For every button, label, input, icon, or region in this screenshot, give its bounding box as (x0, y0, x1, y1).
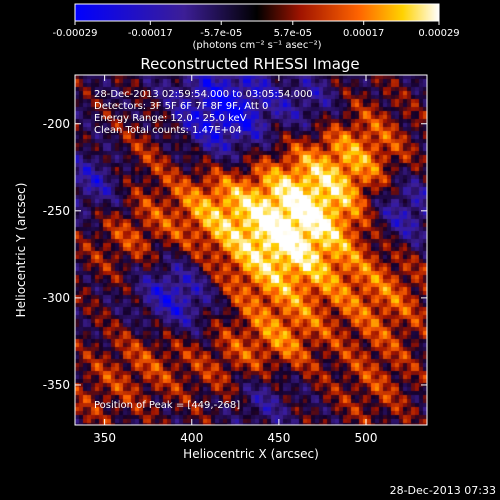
colorbar-strip (74, 3, 440, 22)
x-tick-label: 350 (93, 431, 116, 445)
y-tick-label: -350 (43, 378, 70, 392)
footer-timestamp: 28-Dec-2013 07:33 (390, 484, 496, 497)
annotation-time-range: 28-Dec-2013 02:59:54.000 to 03:05:54.000 (94, 89, 313, 100)
colorbar-ticks: -0.00029 -0.00017 -5.7e-05 5.7e-05 0.00017 0.… (53, 21, 460, 39)
plot-frame (74, 74, 428, 426)
x-tick-label: 500 (355, 431, 378, 445)
x-tick-label: 400 (180, 431, 203, 445)
y-axis-label: Heliocentric Y (arcsec) (14, 183, 28, 318)
annotation-energy-range: Energy Range: 12.0 - 25.0 keV (94, 113, 247, 124)
colorbar-tick-label: 5.7e-05 (274, 28, 312, 39)
y-tick-label: -300 (43, 291, 70, 305)
colorbar-tick-label: -5.7e-05 (200, 28, 242, 39)
heatmap-image (75, 75, 427, 425)
x-axis-label: Heliocentric X (arcsec) (183, 447, 319, 461)
colorbar: -0.00029 -0.00017 -5.7e-05 5.7e-05 0.00017 0.… (53, 3, 460, 51)
chart-title: Reconstructed RHESSI Image (140, 55, 359, 73)
y-tick-label: -200 (43, 117, 70, 131)
colorbar-tick-label: 0.00017 (343, 28, 384, 39)
colorbar-units: (photons cm⁻² s⁻¹ asec⁻²) (192, 40, 321, 51)
peak-position-label: Position of Peak = [449,-268] (94, 400, 240, 411)
colorbar-tick-label: -0.00029 (53, 28, 98, 39)
colorbar-tick-label: 0.00029 (418, 28, 459, 39)
x-tick-label: 450 (267, 431, 290, 445)
y-tick-label: -250 (43, 204, 70, 218)
heatmap-raster (75, 75, 427, 425)
colorbar-tick-label: -0.00017 (128, 28, 173, 39)
annotation-clean-counts: Clean Total counts: 1.47E+04 (94, 125, 242, 136)
plot-area: 350 400 450 500 -200 -250 -300 -350 (43, 74, 428, 445)
axis-ticks: 350 400 450 500 -200 -250 -300 -350 (43, 75, 427, 445)
annotation-detectors: Detectors: 3F 5F 6F 7F 8F 9F, Att 0 (94, 101, 268, 112)
annotation-block: 28-Dec-2013 02:59:54.000 to 03:05:54.000… (94, 89, 313, 136)
